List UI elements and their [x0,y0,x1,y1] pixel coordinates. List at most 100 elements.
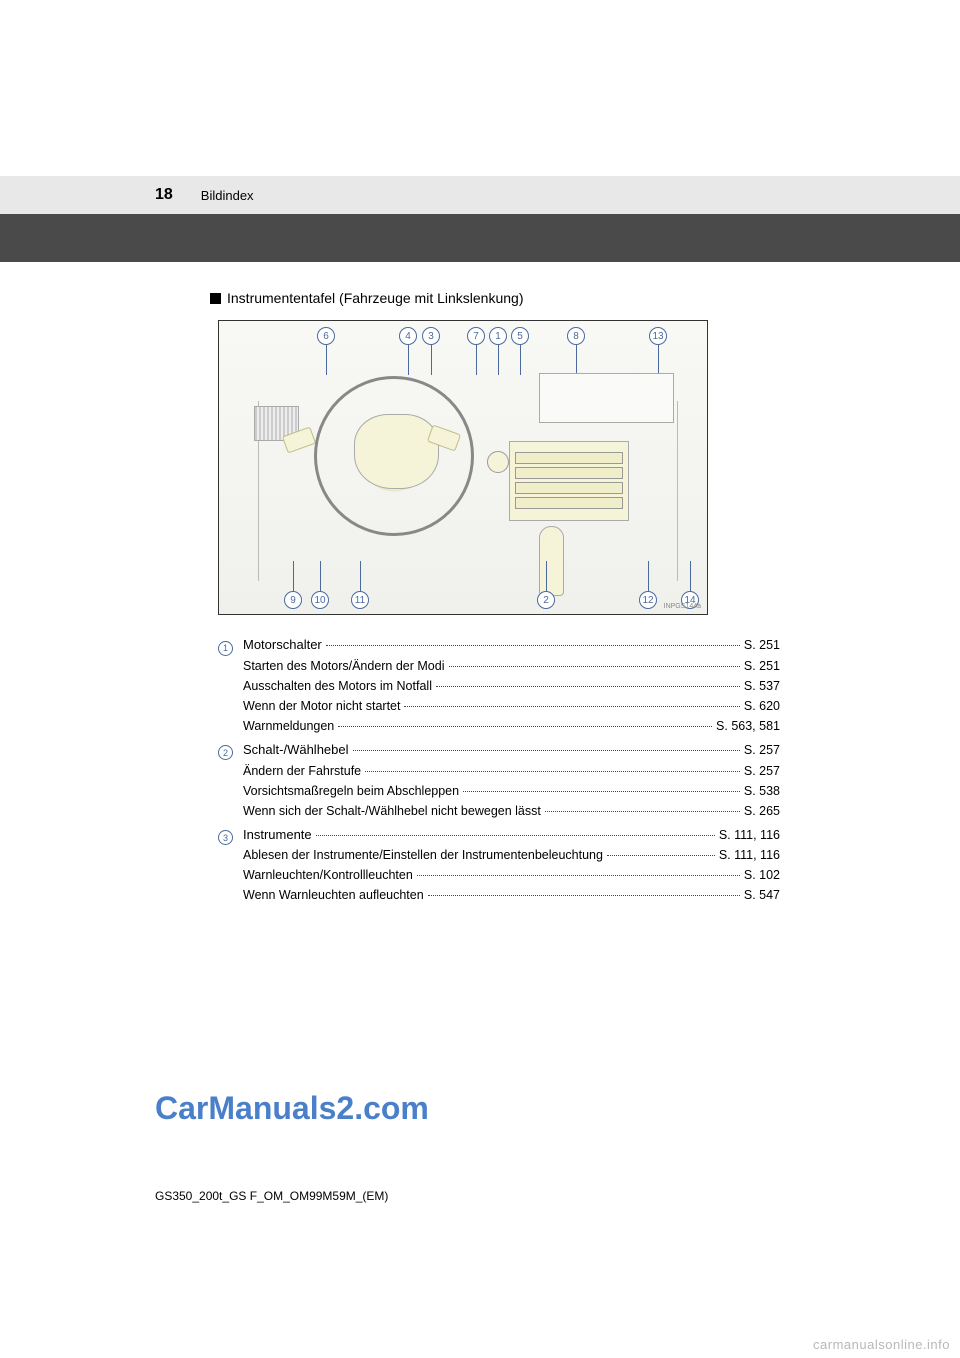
callout-number: 2 [537,591,555,609]
image-code: INPGS144a [664,603,701,610]
callout-number: 5 [511,327,529,345]
index-label: Schalt-/Wählhebel [243,740,349,761]
callout-line [690,561,691,591]
index-number-icon: 3 [218,830,233,845]
index-number-icon: 1 [218,641,233,656]
index-sub-row: Wenn Warnleuchten aufleuchten S. 547 [243,885,780,905]
dot-leader [365,771,740,772]
callout-line [320,561,321,591]
callout-number: 7 [467,327,485,345]
index-sub-label: Warnleuchten/Kontrollleuchten [243,865,413,885]
index-sub-row: Warnleuchten/Kontrollleuchten S. 102 [243,865,780,885]
callout-number: 3 [422,327,440,345]
index-sub-row: Ändern der Fahrstufe S. 257 [243,761,780,781]
document-code: GS350_200t_GS F_OM_OM99M59M_(EM) [155,1189,388,1203]
console-row [515,452,623,464]
index-sub-label: Warnmeldungen [243,716,334,736]
index-page-ref: S. 547 [744,885,780,905]
index-sub-row: Warnmeldungen S. 563, 581 [243,716,780,736]
callout-number: 9 [284,591,302,609]
right-door-panel [677,401,697,581]
page-container: 18 Bildindex Instrumententafel (Fahrzeug… [0,0,960,1358]
index-main-row: 1 Motorschalter S. 251 [218,635,780,656]
console-row [515,482,623,494]
index-number-icon: 2 [218,745,233,760]
footer-link: carmanualsonline.info [813,1337,950,1352]
index-sub-row: Ablesen der Instrumente/Einstellen der I… [243,845,780,865]
callout-number: 10 [311,591,329,609]
index-page-ref: S. 111, 116 [719,845,780,865]
page-number: 18 [155,186,173,204]
index-page-ref: S. 538 [744,781,780,801]
dot-leader [338,726,712,727]
index-page-ref: S. 102 [744,865,780,885]
callout-number: 4 [399,327,417,345]
index-sub-row: Vorsichtsmaßregeln beim AbschleppenS. 53… [243,781,780,801]
dot-leader [404,706,739,707]
index-item: 1MotorschalterS. 251Starten des Motors/Ä… [218,635,780,736]
dot-leader [326,645,740,646]
watermark: CarManuals2.com [155,1090,429,1127]
index-label: Instrumente [243,825,312,846]
callout-number: 13 [649,327,667,345]
index-page-ref: S. 563, 581 [716,716,780,736]
dot-leader [436,686,740,687]
header-band: 18 Bildindex [0,176,960,214]
console-controls [515,452,623,512]
index-item: 3 Instrumente S. 111, 116 Ablesen der Instr… [218,825,780,906]
callout-line [546,561,547,591]
index-sub-row: Wenn der Motor nicht startet S. 620 [243,696,780,716]
content-area: Instrumententafel (Fahrzeuge mit Linksle… [0,262,960,905]
callout-line [293,561,294,591]
section-title: Instrumententafel (Fahrzeuge mit Linksle… [227,290,523,306]
center-display [539,373,674,423]
dashboard-illustration [229,351,697,604]
index-sub-row: Starten des Motors/Ändern der Modi S. 251 [243,656,780,676]
index-page-ref: S. 257 [744,740,780,760]
index-page-ref: S. 620 [744,696,780,716]
dot-leader [417,875,740,876]
index-page-ref: S. 251 [744,656,780,676]
dashboard-diagram: 6 43 715 8 13 [218,320,708,615]
steering-wheel [314,376,474,536]
callout-line [648,561,649,591]
index-main-row: 2 Schalt-/Wählhebel S. 257 [218,740,780,761]
index-label: Motorschalter [243,635,322,656]
index-sub-label: Starten des Motors/Ändern der Modi [243,656,445,676]
dot-leader [607,855,715,856]
callout-number: 12 [639,591,657,609]
index-main-row: 3 Instrumente S. 111, 116 [218,825,780,846]
index-sub-label: Ablesen der Instrumente/Einstellen der I… [243,845,603,865]
callout-number: 1 [489,327,507,345]
index-page-ref: S. 251 [744,635,780,655]
index-sub-row: Wenn sich der Schalt-/Wählhebel nicht be… [243,801,780,821]
index-page-ref: S. 111, 116 [719,825,780,845]
gear-shifter [539,526,564,596]
callout-line [360,561,361,591]
dot-leader [463,791,740,792]
index-sub-label: Wenn sich der Schalt-/Wählhebel nicht be… [243,801,541,821]
index-page-ref: S. 265 [744,801,780,821]
index-page-ref: S. 537 [744,676,780,696]
dot-leader [316,835,715,836]
section-marker-icon [210,293,221,304]
control-knob [487,451,509,473]
steering-airbag [354,414,439,489]
console-row [515,497,623,509]
section-title-row: Instrumententafel (Fahrzeuge mit Linksle… [210,290,780,306]
console-row [515,467,623,479]
dark-band [0,214,960,262]
dot-leader [545,811,740,812]
index-sub-row: Ausschalten des Motors im Notfall S. 537 [243,676,780,696]
dot-leader [449,666,740,667]
index-item: 2Schalt-/WählhebelS. 257Ändern der Fahrs… [218,740,780,821]
callout-number: 6 [317,327,335,345]
index-sub-label: Ändern der Fahrstufe [243,761,361,781]
index-sub-label: Ausschalten des Motors im Notfall [243,676,432,696]
callout-number: 8 [567,327,585,345]
index-page-ref: S. 257 [744,761,780,781]
index-sub-label: Wenn Warnleuchten aufleuchten [243,885,424,905]
index-sub-label: Wenn der Motor nicht startet [243,696,400,716]
index-list: 1MotorschalterS. 251Starten des Motors/Ä… [218,635,780,905]
center-console [509,441,629,521]
